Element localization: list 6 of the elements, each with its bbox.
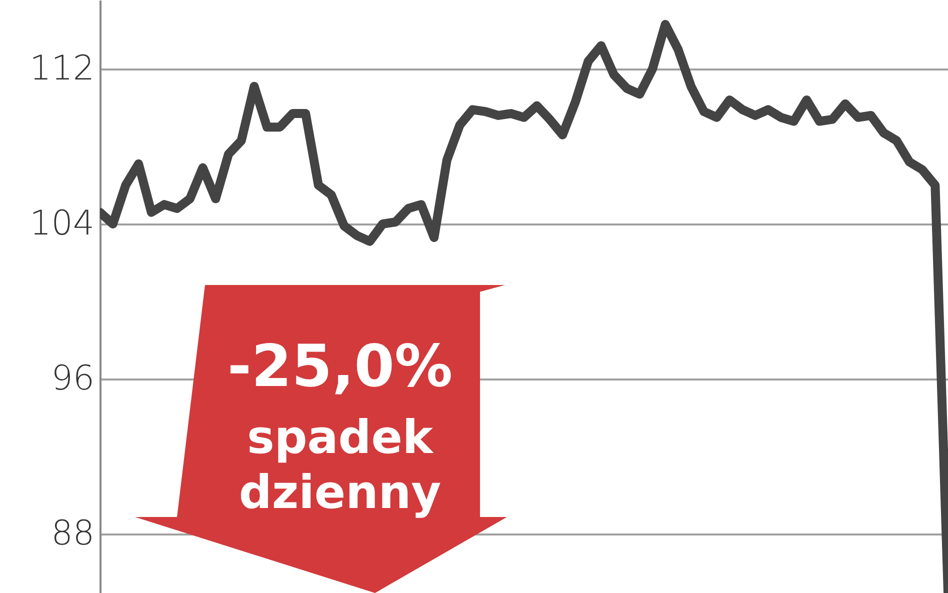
annotation: -25,0%: [226, 332, 454, 402]
y-tick-label: 88: [51, 513, 94, 554]
y-tick-label: 112: [30, 48, 94, 88]
y-tick-label: 96: [51, 358, 94, 398]
y-tick-label: 104: [30, 203, 94, 244]
annotation: spadek dzienny: [238, 410, 442, 520]
